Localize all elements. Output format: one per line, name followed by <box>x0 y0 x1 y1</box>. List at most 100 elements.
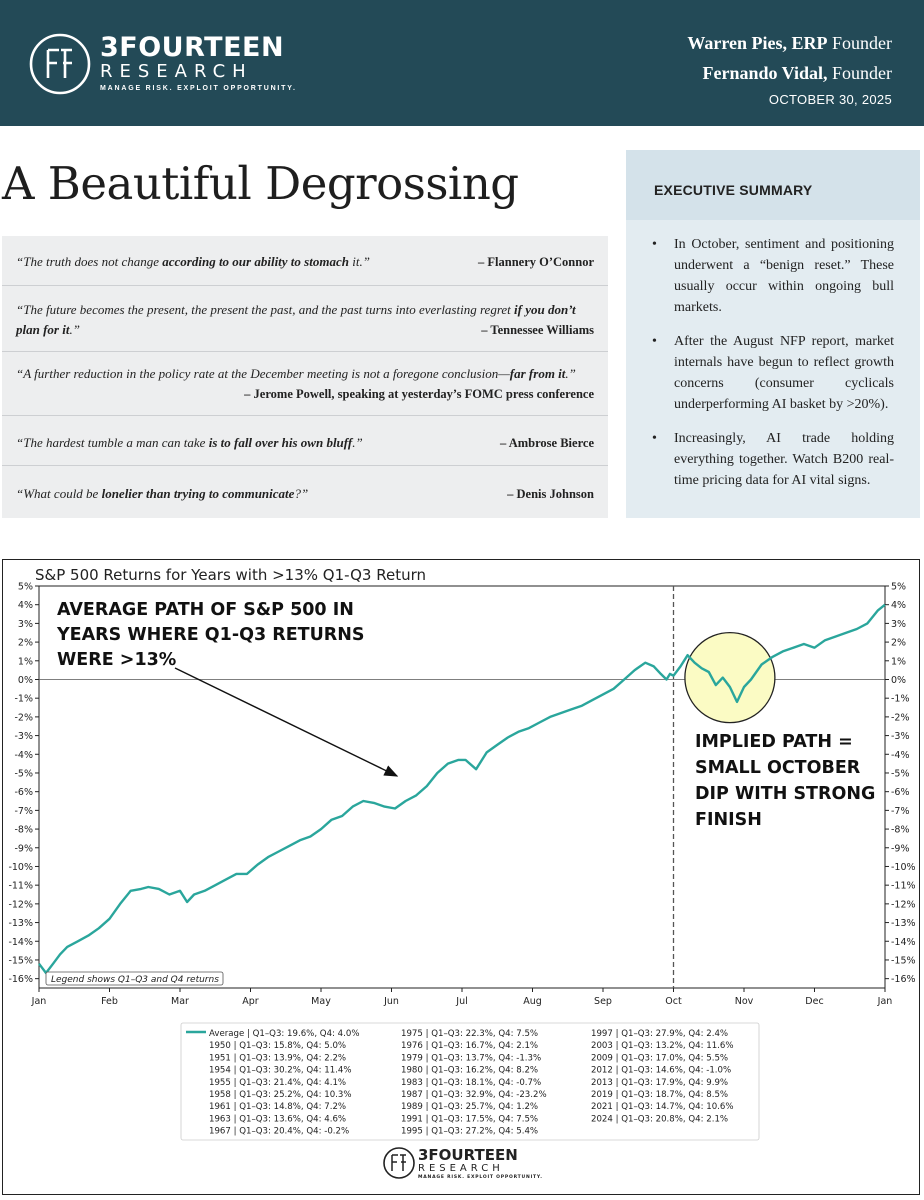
legend-entry: 1963 | Q1–Q3: 13.6%, Q4: 4.6% <box>209 1114 346 1124</box>
report-date: OCTOBER 30, 2025 <box>768 92 892 107</box>
y-tick-label-right: 5% <box>891 582 906 593</box>
quote-1: “The truth does not change according to … <box>2 236 608 286</box>
author-2-role: Founder <box>832 63 892 83</box>
quote-4: “The hardest tumble a man can take is to… <box>2 416 608 466</box>
x-tick-label: Mar <box>171 996 189 1007</box>
quote-4-text: “The hardest tumble a man can take is to… <box>16 435 363 450</box>
legend-entry: 2013 | Q1–Q3: 17.9%, Q4: 9.9% <box>591 1078 728 1088</box>
x-tick-label: Sep <box>594 996 612 1007</box>
y-tick-label-right: -6% <box>891 787 910 798</box>
y-tick-label-right: -11% <box>891 881 916 892</box>
legend-entry: 1997 | Q1–Q3: 27.9%, Q4: 2.4% <box>591 1029 728 1039</box>
y-tick-label-right: -1% <box>891 694 910 705</box>
annotation-average-path: AVERAGE PATH OF S&P 500 IN <box>57 600 354 620</box>
legend-entry: 1951 | Q1–Q3: 13.9%, Q4: 2.2% <box>209 1053 346 1063</box>
summary-bullet-1: In October, sentiment and positioning un… <box>646 234 894 318</box>
quote-2-author: – Tennessee Williams <box>481 323 594 337</box>
legend-entry: 1955 | Q1–Q3: 21.4%, Q4: 4.1% <box>209 1078 346 1088</box>
report-header: 3FOURTEEN RESEARCH MANAGE RISK. EXPLOIT … <box>0 0 924 126</box>
legend-entry: 1995 | Q1–Q3: 27.2%, Q4: 5.4% <box>401 1127 538 1137</box>
quote-5-author: – Denis Johnson <box>507 487 594 501</box>
y-tick-label: 1% <box>18 656 33 667</box>
page-title: A Beautiful Degrossing <box>2 157 519 210</box>
y-tick-label-right: 0% <box>891 675 906 686</box>
annotation-implied-path: SMALL OCTOBER <box>695 758 861 778</box>
x-tick-label: Jan <box>31 996 47 1007</box>
executive-summary-list: In October, sentiment and positioning un… <box>626 220 920 491</box>
y-tick-label-right: -16% <box>891 974 916 985</box>
y-tick-label-right: -3% <box>891 731 910 742</box>
quote-1-text: “The truth does not change according to … <box>16 254 370 269</box>
annotation-implied-path: DIP WITH STRONG <box>695 784 875 804</box>
author-2: Fernando Vidal, Founder <box>687 58 892 88</box>
legend-entry: 1991 | Q1–Q3: 17.5%, Q4: 7.5% <box>401 1114 538 1124</box>
annotation-arrow <box>174 667 399 777</box>
y-tick-label-right: -13% <box>891 918 916 929</box>
y-tick-label: -6% <box>15 787 34 798</box>
x-tick-label: Dec <box>805 996 823 1007</box>
october-dip-highlight <box>684 631 776 724</box>
y-tick-label-right: -4% <box>891 750 910 761</box>
y-tick-label-right: -9% <box>891 843 910 854</box>
y-tick-label-right: 1% <box>891 656 906 667</box>
legend-box <box>180 1022 760 1141</box>
quote-3-author: – Jerome Powell, speaking at yesterday’s… <box>244 387 594 401</box>
legend-entry: 1976 | Q1–Q3: 16.7%, Q4: 2.1% <box>401 1041 538 1051</box>
legend-entry: 2019 | Q1–Q3: 18.7%, Q4: 8.5% <box>591 1090 728 1100</box>
y-tick-label: -3% <box>15 731 34 742</box>
footer-brand-tagline: MANAGE RISK. EXPLOIT OPPORTUNITY. <box>418 1174 543 1180</box>
y-tick-label: -16% <box>8 974 33 985</box>
y-tick-label: 3% <box>18 619 33 630</box>
x-tick-label: Feb <box>101 996 118 1007</box>
legend-entry: 2003 | Q1–Q3: 13.2%, Q4: 11.6% <box>591 1041 734 1051</box>
quote-2-text-line2: plan for it.” <box>16 322 80 337</box>
legend-entry: 1950 | Q1–Q3: 15.8%, Q4: 5.0% <box>209 1041 346 1051</box>
legend-entry: 1958 | Q1–Q3: 25.2%, Q4: 10.3% <box>209 1090 352 1100</box>
y-tick-label: -2% <box>15 712 34 723</box>
x-tick-label: Jan <box>877 996 893 1007</box>
footer-logo-icon <box>383 1147 415 1179</box>
legend-entry: Average | Q1–Q3: 19.6%, Q4: 4.0% <box>209 1029 360 1039</box>
y-tick-label: -8% <box>15 825 34 836</box>
y-tick-label-right: -15% <box>891 955 916 966</box>
sp500-chart: S&P 500 Returns for Years with >13% Q1-Q… <box>8 566 916 1180</box>
x-tick-label: Oct <box>665 996 682 1007</box>
legend-entry: 2009 | Q1–Q3: 17.0%, Q4: 5.5% <box>591 1053 728 1063</box>
author-block: Warren Pies, ERP Founder Fernando Vidal,… <box>687 28 892 107</box>
brand-tagline: MANAGE RISK. EXPLOIT OPPORTUNITY. <box>100 85 297 92</box>
legend-entry: 1983 | Q1–Q3: 18.1%, Q4: -0.7% <box>401 1078 541 1088</box>
x-tick-label: Nov <box>735 996 754 1007</box>
annotation-implied-path: IMPLIED PATH = <box>695 732 853 752</box>
x-tick-label: Jul <box>455 996 467 1007</box>
y-tick-label: -13% <box>8 918 33 929</box>
y-tick-label: -12% <box>8 899 33 910</box>
quote-5-text: “What could be lonelier than trying to c… <box>16 486 309 501</box>
legend-entry: 1979 | Q1–Q3: 13.7%, Q4: -1.3% <box>401 1053 541 1063</box>
y-tick-label-right: -10% <box>891 862 916 873</box>
legend-note: Legend shows Q1–Q3 and Q4 returns <box>51 975 219 985</box>
y-tick-label-right: 3% <box>891 619 906 630</box>
quote-5: “What could be lonelier than trying to c… <box>2 466 608 518</box>
y-tick-label-right: -12% <box>891 899 916 910</box>
x-tick-label: Apr <box>242 996 259 1007</box>
y-tick-label-right: -7% <box>891 806 910 817</box>
legend-entry: 1987 | Q1–Q3: 32.9%, Q4: -23.2% <box>401 1090 547 1100</box>
y-tick-label: -11% <box>8 881 33 892</box>
footer-brand-line1: 3FOURTEEN <box>418 1146 518 1164</box>
footer-logo-glyph <box>391 1154 406 1171</box>
y-tick-label: -5% <box>15 768 34 779</box>
y-tick-label: -7% <box>15 806 34 817</box>
y-tick-label-right: -14% <box>891 937 916 948</box>
y-tick-label: -9% <box>15 843 34 854</box>
legend-entry: 1967 | Q1–Q3: 20.4%, Q4: -0.2% <box>209 1127 349 1137</box>
legend-entry: 1980 | Q1–Q3: 16.2%, Q4: 8.2% <box>401 1066 538 1076</box>
footer-brand-line2: RESEARCH <box>418 1163 504 1174</box>
legend-entry: 1961 | Q1–Q3: 14.8%, Q4: 7.2% <box>209 1102 346 1112</box>
legend-entry: 2012 | Q1–Q3: 14.6%, Q4: -1.0% <box>591 1066 731 1076</box>
chart-annotations: AVERAGE PATH OF S&P 500 IN YEARS WHERE Q1… <box>45 600 875 986</box>
quotes-panel: “The truth does not change according to … <box>2 236 608 518</box>
quote-3: “A further reduction in the policy rate … <box>2 352 608 416</box>
chart-legend: Average | Q1–Q3: 19.6%, Q4: 4.0% 1950 | Q… <box>180 1022 760 1141</box>
y-tick-label: -4% <box>15 750 34 761</box>
annotation-implied-path: FINISH <box>695 810 762 830</box>
